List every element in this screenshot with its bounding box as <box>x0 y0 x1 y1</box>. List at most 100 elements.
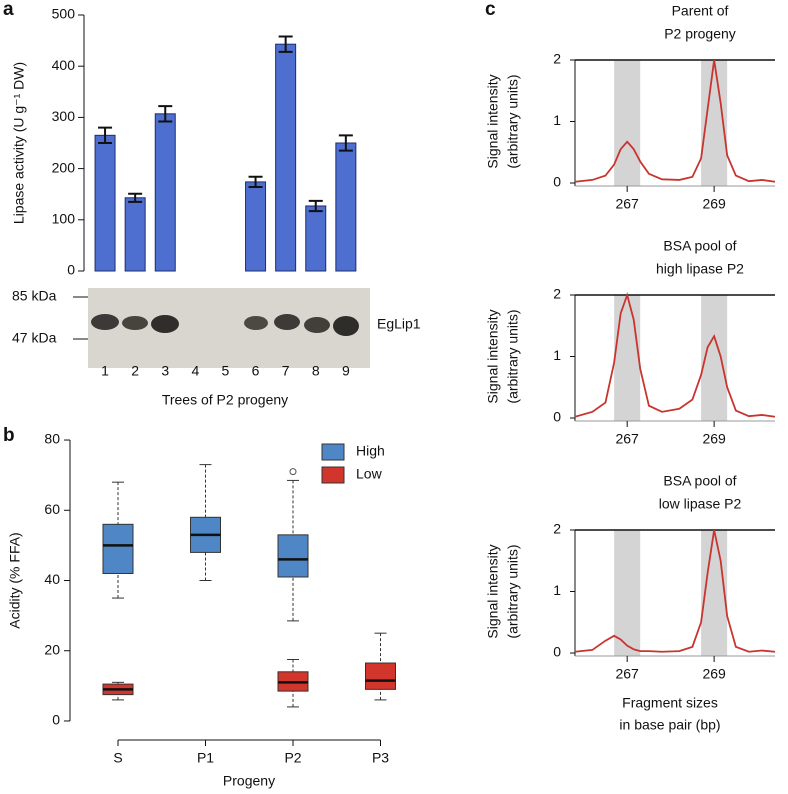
y-axis-label: Signal intensity <box>485 544 501 638</box>
x-tick-label: 6 <box>252 363 260 379</box>
x-tick-label: P1 <box>197 750 214 766</box>
y-axis-label: Signal intensity <box>485 74 501 168</box>
blot-label: EgLip1 <box>377 316 421 332</box>
error-bar <box>308 199 323 213</box>
x-axis-label: Trees of P2 progeny <box>162 392 288 408</box>
x-tick-label: 267 <box>615 431 639 447</box>
shaded-region <box>614 530 641 656</box>
x-axis-label: in base pair (bp) <box>619 717 720 733</box>
y-tick-label: 0 <box>553 174 561 190</box>
panel-label: b <box>3 425 15 446</box>
y-axis-label: Acidity (% FFA) <box>7 532 23 628</box>
legend-swatch <box>321 443 345 461</box>
x-tick-label: 267 <box>615 196 639 212</box>
box <box>102 523 134 574</box>
signal-line <box>574 529 776 653</box>
y-tick-label: 80 <box>44 431 60 447</box>
error-bar <box>128 192 143 203</box>
y-tick-label: 300 <box>52 108 76 124</box>
blot-band <box>244 316 268 330</box>
panel-label: c <box>485 0 496 20</box>
x-tick-label: 269 <box>702 666 726 682</box>
bar <box>305 205 327 272</box>
y-tick-label: 1 <box>553 582 561 598</box>
y-axis-label: Lipase activity (U g⁻¹ DW) <box>11 62 27 224</box>
y-tick-label: 20 <box>44 641 60 657</box>
y-axis-label: Signal intensity <box>485 309 501 403</box>
chart-title: Parent of <box>672 3 729 19</box>
x-tick-label: 3 <box>161 363 169 379</box>
x-tick-label: 269 <box>702 431 726 447</box>
bar <box>335 142 357 272</box>
y-tick-label: 400 <box>52 57 76 73</box>
blot-band <box>151 315 179 333</box>
blot-band <box>304 317 330 333</box>
chart-title: BSA pool of <box>663 473 736 489</box>
error-bar <box>338 134 353 152</box>
y-tick-label: 2 <box>553 51 561 67</box>
chart-title: P2 progeny <box>664 26 736 42</box>
bar <box>154 113 176 272</box>
error-bar <box>278 35 293 53</box>
x-tick-label: 2 <box>131 363 139 379</box>
x-tick-label: P3 <box>372 750 389 766</box>
y-tick-label: 2 <box>553 286 561 302</box>
x-tick-label: 269 <box>702 196 726 212</box>
blot-marker: 85 kDa <box>12 288 57 304</box>
chart-title: high lipase P2 <box>656 261 744 277</box>
blot-band <box>91 314 119 330</box>
x-tick-label: 5 <box>222 363 230 379</box>
panel-label: a <box>3 0 14 20</box>
y-tick-label: 100 <box>52 211 76 227</box>
legend-label: Low <box>356 466 383 482</box>
legend-label: High <box>356 443 385 459</box>
bar <box>275 43 297 272</box>
y-tick-label: 0 <box>553 409 561 425</box>
x-tick-label: 267 <box>615 666 639 682</box>
shaded-region <box>614 295 641 421</box>
x-tick-label: 7 <box>282 363 290 379</box>
y-tick-label: 2 <box>553 521 561 537</box>
blot <box>73 288 370 368</box>
y-tick-label: 0 <box>52 712 60 728</box>
x-axis-label: Progeny <box>223 773 275 789</box>
chart-title: BSA pool of <box>663 238 736 254</box>
bar <box>94 134 116 272</box>
error-bar <box>158 105 173 123</box>
error-bar <box>98 126 113 144</box>
x-tick-label: S <box>113 750 122 766</box>
chart-title: low lipase P2 <box>659 496 742 512</box>
box <box>365 662 396 690</box>
x-tick-label: 9 <box>342 363 350 379</box>
outlier <box>289 468 297 476</box>
signal-line <box>574 59 776 183</box>
shaded-region <box>614 60 641 186</box>
blot-band <box>333 316 359 336</box>
blot-band <box>274 314 300 330</box>
blot-marker: 47 kDa <box>12 330 57 346</box>
x-tick-label: 8 <box>312 363 320 379</box>
y-tick-label: 60 <box>44 501 60 517</box>
y-axis-label: (arbitrary units) <box>505 74 521 168</box>
y-tick-label: 1 <box>553 347 561 363</box>
x-tick-label: P2 <box>284 750 301 766</box>
y-tick-label: 500 <box>52 6 76 22</box>
legend-swatch <box>321 466 345 484</box>
y-tick-label: 0 <box>553 644 561 660</box>
box <box>277 534 309 578</box>
bar <box>124 197 146 272</box>
x-axis-label: Fragment sizes <box>622 695 718 711</box>
y-tick-label: 40 <box>44 571 60 587</box>
y-tick-label: 0 <box>67 262 75 278</box>
bar <box>245 181 267 272</box>
error-bar <box>248 175 263 189</box>
x-tick-label: 4 <box>191 363 199 379</box>
y-tick-label: 1 <box>553 112 561 128</box>
x-tick-label: 1 <box>101 363 109 379</box>
y-tick-label: 200 <box>52 159 76 175</box>
blot-band <box>122 316 148 330</box>
y-axis-label: (arbitrary units) <box>505 309 521 403</box>
signal-line <box>574 291 776 418</box>
y-axis-label: (arbitrary units) <box>505 544 521 638</box>
